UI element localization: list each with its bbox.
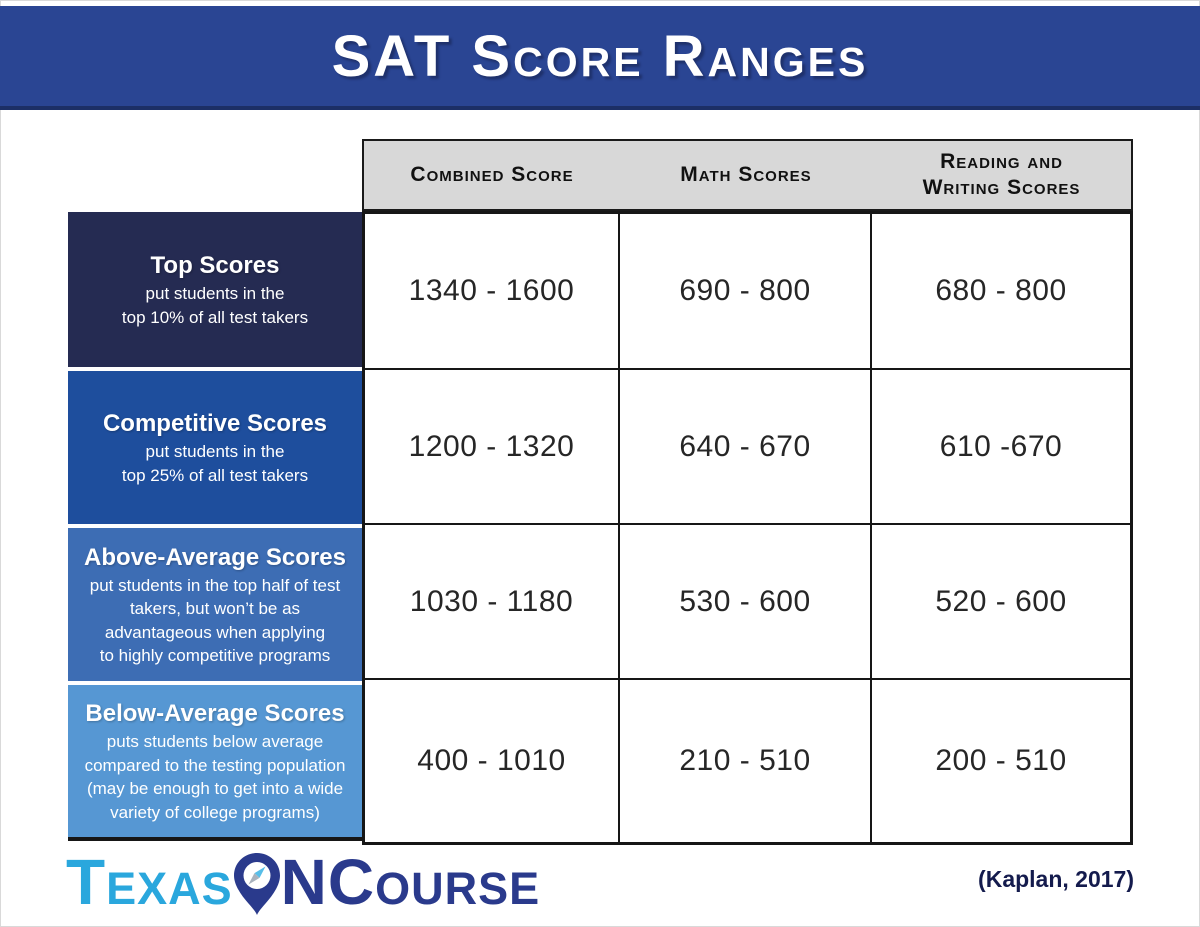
column-header-reading-writing-scores: Reading and Writing Scores	[922, 149, 1081, 199]
scores-grid: 1340 - 1600 690 - 800 680 - 800 1200 - 1…	[362, 211, 1133, 845]
score-cell-above-average-combined: 1030 - 1180	[365, 525, 620, 680]
row-title: Top Scores	[150, 251, 280, 279]
row-title: Below-Average Scores	[85, 700, 345, 727]
score-cell-top-combined: 1340 - 1600	[365, 214, 620, 370]
row-description: put students in the top 25% of all test …	[121, 442, 309, 485]
column-header-combined-score: Combined Score	[410, 162, 574, 186]
score-cell-above-average-math: 530 - 600	[620, 525, 872, 680]
row-title: Competitive Scores	[102, 409, 328, 437]
score-cell-below-average-combined: 400 - 1010	[365, 680, 620, 842]
banner: SAT Score Ranges	[0, 6, 1200, 110]
column-header-row: Combined Score Math Scores Reading and W…	[362, 139, 1133, 211]
row-header-competitive-scores: Competitive Scores put students in the t…	[68, 371, 362, 524]
texas-oncourse-logo: Texas NCourse	[66, 850, 540, 920]
column-header-math-scores: Math Scores	[680, 162, 812, 186]
score-cell-competitive-reading-writing: 610 -670	[872, 370, 1130, 525]
score-cell-top-reading-writing: 680 - 800	[872, 214, 1130, 370]
row-description: puts students below average compared to …	[84, 732, 346, 822]
row-header-below-average-scores: Below-Average Scores puts students below…	[68, 685, 362, 837]
score-cell-below-average-math: 210 - 510	[620, 680, 872, 842]
score-cell-above-average-reading-writing: 520 - 600	[872, 525, 1130, 680]
row-header-column: Top Scores put students in the top 10% o…	[68, 211, 362, 841]
score-cell-top-math: 690 - 800	[620, 214, 872, 370]
row-title: Above-Average Scores	[84, 543, 346, 571]
row-description: put students in the top half of test tak…	[89, 575, 341, 666]
score-cell-competitive-combined: 1200 - 1320	[365, 370, 620, 525]
page-title: SAT Score Ranges	[331, 23, 869, 89]
logo-text-ncourse: NCourse	[280, 846, 541, 918]
map-pin-compass-icon	[233, 853, 280, 915]
row-header-above-average-scores: Above-Average Scores put students in the…	[68, 528, 362, 681]
logo-text-texas: Texas	[66, 846, 233, 918]
citation: (Kaplan, 2017)	[978, 866, 1134, 892]
row-header-top-scores: Top Scores put students in the top 10% o…	[68, 212, 362, 367]
score-cell-competitive-math: 640 - 670	[620, 370, 872, 525]
row-description: put students in the top 10% of all test …	[121, 284, 309, 327]
score-cell-below-average-reading-writing: 200 - 510	[935, 744, 1067, 777]
